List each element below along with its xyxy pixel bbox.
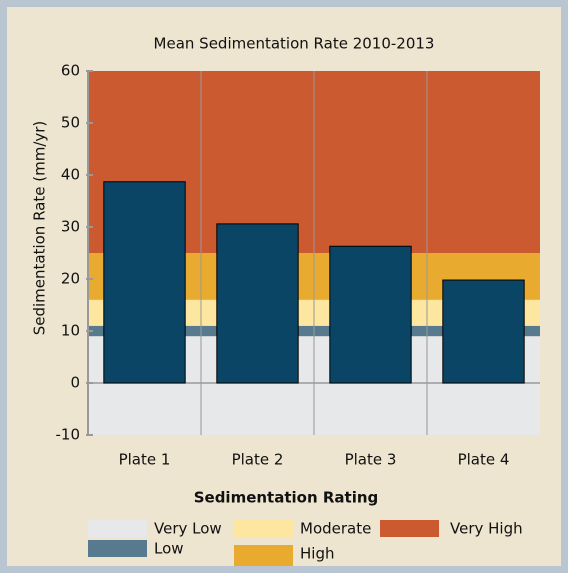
y-tick-label: 10 [61, 322, 80, 340]
x-tick-label: Plate 4 [458, 451, 510, 469]
x-tick-label: Plate 3 [345, 451, 397, 469]
legend-label: Very High [450, 520, 523, 538]
legend-swatch [88, 520, 147, 537]
bar [442, 279, 525, 384]
legend-label: Low [154, 540, 184, 558]
legend-title: Sedimentation Rating [194, 489, 379, 507]
x-tick-label: Plate 1 [119, 451, 171, 469]
x-tick-label: Plate 2 [232, 451, 284, 469]
legend-label: High [300, 545, 334, 563]
legend-swatch [234, 545, 293, 566]
y-tick-label: 50 [61, 114, 80, 132]
legend-swatch [234, 520, 293, 537]
legend-swatch [88, 540, 147, 557]
y-tick-label: 0 [70, 374, 80, 392]
y-tick-label: 20 [61, 270, 80, 288]
y-tick-label: 40 [61, 166, 80, 184]
y-tick-label: -10 [56, 426, 81, 444]
y-axis-label: Sedimentation Rate (mm/yr) [31, 121, 49, 336]
legend-label: Moderate [300, 520, 371, 538]
y-tick-label: 60 [61, 62, 80, 80]
legend-label: Very Low [154, 520, 222, 538]
legend-swatch [380, 520, 439, 537]
bar [103, 181, 186, 384]
y-tick-label: 30 [61, 218, 80, 236]
chart-title: Mean Sedimentation Rate 2010-2013 [154, 35, 435, 53]
bar [329, 245, 412, 384]
bar [216, 223, 299, 384]
